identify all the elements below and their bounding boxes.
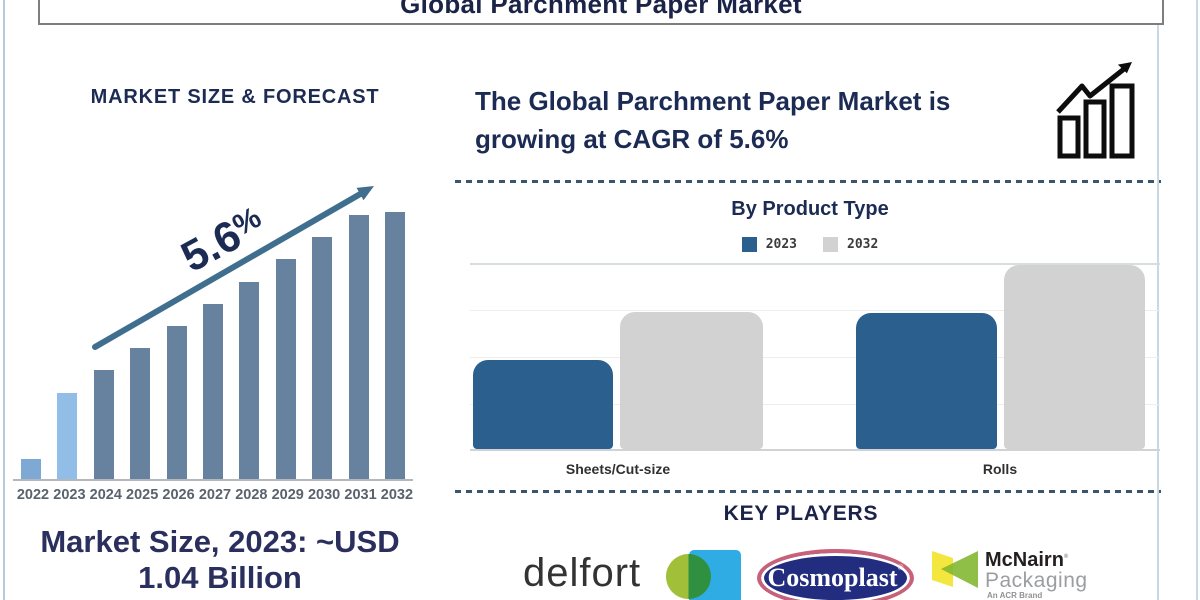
year-label-2030: 2030 <box>307 487 341 503</box>
bar-sheets-cut-size-2023 <box>473 360 613 449</box>
plot-gridline <box>470 357 1160 358</box>
legend-swatch-2023 <box>741 237 757 252</box>
forecast-bar-2023 <box>57 393 78 480</box>
forecast-bar-2025 <box>130 348 151 480</box>
forecast-bar-2024 <box>93 370 114 480</box>
registered-mark-icon: ® <box>1063 554 1069 561</box>
legend-item-2032: 2032 <box>823 237 878 252</box>
year-label-2029: 2029 <box>271 487 304 503</box>
product-type-chart <box>470 260 1160 451</box>
forecast-bar-2026 <box>166 326 187 480</box>
mcnairn-tagline: An ACR Brand <box>987 591 1043 600</box>
market-size-annotation: Market Size, 2023: ~USD 1.04 Billion <box>5 524 435 596</box>
plot-gridline <box>470 404 1160 405</box>
year-label-2026: 2026 <box>162 487 195 503</box>
mcnairn-logo-icon <box>932 551 978 588</box>
frame-left-border <box>3 0 5 600</box>
market-size-forecast-heading: MARKET SIZE & FORECAST <box>90 86 380 108</box>
market-size-line1: Market Size, 2023: ~USD <box>40 524 400 559</box>
category-label-sheets: Sheets/Cut-size <box>565 461 671 477</box>
bar-chart-growth-icon <box>1056 62 1135 159</box>
plot-top-line <box>470 263 1160 265</box>
frame-right-outer-border <box>1196 0 1198 600</box>
plot-base-line <box>470 449 1160 451</box>
page-title: Global Parchment Paper Market <box>400 0 802 19</box>
year-label-2028: 2028 <box>235 487 268 503</box>
cosmoplast-logo: Cosmoplast® <box>757 549 914 600</box>
year-label-2032: 2032 <box>380 487 414 503</box>
year-label-2025: 2025 <box>126 487 159 503</box>
legend-item-2023: 2023 <box>741 237 797 252</box>
legend-label-2023: 2023 <box>765 237 797 252</box>
by-product-type-heading: By Product Type <box>731 198 889 220</box>
cagr-headline: The Global Parchment Paper Market is gro… <box>475 86 951 154</box>
forecast-bar-2031 <box>348 215 369 480</box>
key-players-heading: KEY PLAYERS <box>723 502 879 525</box>
cosmoplast-logo-text: Cosmoplast® <box>767 563 904 592</box>
delfort-logo-circle-icon <box>666 554 711 599</box>
legend-label-2032: 2032 <box>847 237 879 252</box>
forecast-bar-2027 <box>203 304 223 480</box>
delfort-logo-text: delfort <box>523 551 642 595</box>
year-label-2027: 2027 <box>198 487 232 503</box>
year-label-2022: 2022 <box>16 487 50 503</box>
forecast-bar-2032 <box>385 212 405 480</box>
bar-sheets-cut-size-2032 <box>620 312 763 449</box>
year-label-2031: 2031 <box>344 487 377 503</box>
forecast-bar-2028 <box>239 282 260 480</box>
frame-right-inner-border <box>1157 0 1159 600</box>
mcnairn-logo-text: McNairn® <box>985 549 1069 571</box>
year-label-2023: 2023 <box>53 487 86 503</box>
mcnairn-packaging-text: Packaging <box>985 569 1088 592</box>
title-box: Global Parchment Paper Market <box>38 0 1164 25</box>
category-label-rolls: Rolls <box>982 461 1018 477</box>
bar-rolls-2023 <box>856 313 997 449</box>
forecast-bar-2029 <box>275 259 296 480</box>
forecast-year-labels: 2022 2023 2024 2025 2026 2027 2028 2029 2030 2031… <box>15 487 415 503</box>
plot-gridline <box>470 310 1160 311</box>
forecast-bar-2030 <box>312 237 333 480</box>
dashed-divider-top <box>455 180 1161 183</box>
dashed-divider-bottom <box>455 490 1161 493</box>
bar-rolls-2032 <box>1004 265 1145 449</box>
legend-swatch-2032 <box>823 237 838 252</box>
forecast-bar-2022 <box>21 459 41 480</box>
forecast-chart-axis <box>13 479 413 481</box>
market-size-line2: 1.04 Billion <box>138 560 302 595</box>
market-size-forecast-chart <box>15 200 415 480</box>
year-label-2024: 2024 <box>89 487 122 503</box>
growth-arrow <box>92 186 374 350</box>
product-type-legend: 2023 2032 <box>460 237 1160 252</box>
registered-mark-icon: ® <box>897 563 904 573</box>
